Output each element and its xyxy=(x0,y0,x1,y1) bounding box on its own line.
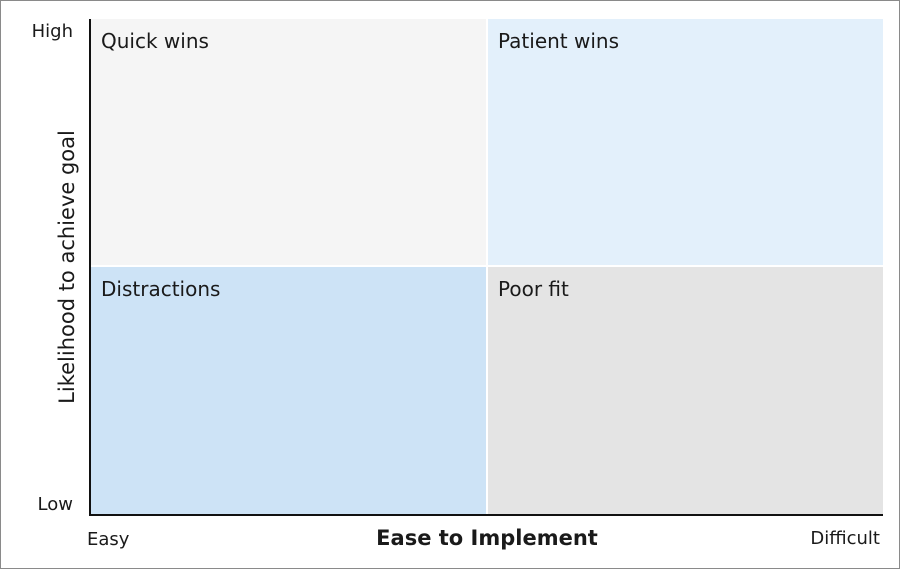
x-axis-low-label: Easy xyxy=(87,529,130,550)
quadrant-label-distractions: Distractions xyxy=(101,277,221,301)
quadrant-label-patient-wins: Patient wins xyxy=(498,29,620,53)
quadrant-label-quick-wins: Quick wins xyxy=(101,29,209,53)
y-axis-low-label: Low xyxy=(37,494,73,515)
x-axis-line xyxy=(89,514,883,516)
x-axis-high-label: Difficult xyxy=(810,528,880,549)
y-axis-line xyxy=(89,19,91,516)
x-axis-title: Ease to Implement xyxy=(376,526,598,550)
y-axis-title: Likelihood to achieve goal xyxy=(55,130,79,404)
quadrant-label-poor-fit: Poor fit xyxy=(498,277,569,301)
y-axis-high-label: High xyxy=(31,21,73,42)
quadrant-quick-wins: Quick wins xyxy=(91,19,486,265)
quadrant-poor-fit: Poor fit xyxy=(488,267,883,514)
quadrant-patient-wins: Patient wins xyxy=(488,19,883,265)
quadrant-distractions: Distractions xyxy=(91,267,486,514)
